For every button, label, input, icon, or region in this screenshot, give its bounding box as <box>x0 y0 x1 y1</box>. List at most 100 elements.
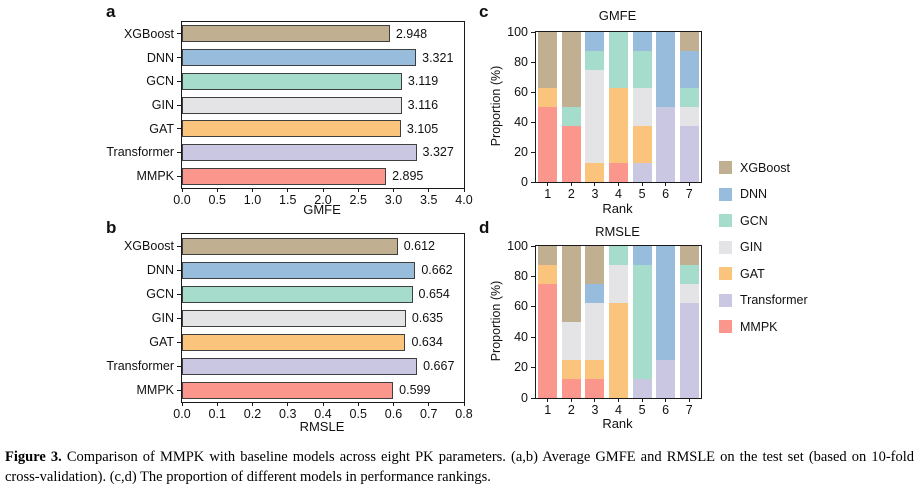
segment-transformer-rank5 <box>632 163 652 182</box>
x-tickmark <box>357 402 359 406</box>
segment-mmpk-rank1 <box>538 284 558 398</box>
segment-mmpk-rank2 <box>561 125 581 182</box>
bar-transformer <box>182 357 418 375</box>
segment-dnn-rank6 <box>656 246 676 360</box>
x-tick-label: 3.0 <box>384 193 403 207</box>
x-tickmark <box>547 182 549 186</box>
bar-value-label: 3.321 <box>422 50 454 65</box>
y-tick-label: 60 <box>514 299 528 314</box>
bar-value-label: 0.634 <box>411 335 443 349</box>
x-tickmark <box>181 188 183 192</box>
x-tick-label: 0.6 <box>384 407 403 421</box>
segment-gcn-rank2 <box>561 107 581 126</box>
x-tick-label: 1.5 <box>279 193 297 207</box>
x-tick-label: 0.8 <box>455 407 473 421</box>
segment-gcn-rank5 <box>632 265 652 379</box>
rank-tick-label: 3 <box>591 403 599 417</box>
rank-tick-label: 4 <box>615 403 622 417</box>
segment-gcn-rank5 <box>632 50 652 89</box>
bar-value-label: 3.119 <box>407 74 439 89</box>
category-label: DNN <box>146 263 174 277</box>
y-tickmark <box>531 367 535 369</box>
legend-swatch-xgboost <box>719 161 732 174</box>
panel-d-letter: d <box>479 218 490 237</box>
legend-swatch-gcn <box>719 214 732 227</box>
category-label: DNN <box>146 50 174 65</box>
panel-c-ylabel: Proportion (%) <box>489 65 503 147</box>
y-tickmark <box>177 389 181 391</box>
segment-gcn-rank7 <box>679 265 699 284</box>
bar-gat <box>182 333 406 351</box>
x-tick-label: 0.0 <box>173 407 191 421</box>
segment-mmpk-rank3 <box>585 379 605 398</box>
segment-gin-rank3 <box>585 69 605 164</box>
bar-value-label: 0.662 <box>421 263 453 277</box>
rank-tick-label: 6 <box>662 187 670 201</box>
x-tickmark <box>618 182 619 186</box>
legend-label-transformer: Transformer <box>740 293 808 307</box>
segment-gcn-rank7 <box>679 88 699 107</box>
legend-label-mmpk: MMPK <box>740 319 778 334</box>
caption-text: Comparison of MMPK with baseline models … <box>5 449 915 486</box>
x-tickmark <box>181 402 183 406</box>
y-tick-label: 100 <box>507 238 528 253</box>
segment-dnn-rank5 <box>632 32 652 51</box>
x-tickmark <box>287 402 289 406</box>
y-tick-label: 40 <box>514 329 528 344</box>
y-tickmark <box>177 151 181 153</box>
x-tickmark <box>287 188 289 192</box>
segment-mmpk-rank2 <box>561 379 581 398</box>
y-tickmark <box>177 269 181 271</box>
rank-tick-label: 7 <box>685 403 693 417</box>
segment-xgboost-rank2 <box>561 246 581 322</box>
bar-dnn <box>182 261 416 279</box>
category-label: GIN <box>151 98 174 112</box>
category-label: GCN <box>146 74 174 89</box>
y-tick-label: 0 <box>521 390 528 405</box>
segment-transformer-rank7 <box>679 125 699 182</box>
rank-tick-label: 2 <box>567 403 575 417</box>
segment-dnn-rank3 <box>585 284 605 303</box>
x-tickmark <box>393 188 394 192</box>
bar-mmpk <box>182 381 394 399</box>
y-tickmark <box>531 275 535 277</box>
y-tickmark <box>531 91 535 93</box>
category-label: XGBoost <box>123 239 174 253</box>
segment-gat-rank1 <box>538 88 558 107</box>
x-tick-label: 0.0 <box>173 193 191 207</box>
y-tickmark <box>531 61 535 63</box>
x-tickmark <box>665 398 667 402</box>
x-tickmark <box>393 402 394 406</box>
x-tickmark <box>216 188 218 192</box>
panel-c-letter: c <box>479 2 489 21</box>
segment-gat-rank3 <box>585 163 605 182</box>
y-tick-label: 20 <box>514 360 528 375</box>
y-tickmark <box>531 306 535 308</box>
segment-gat-rank3 <box>585 360 605 379</box>
y-tickmark <box>177 57 181 59</box>
x-tickmark <box>641 398 643 402</box>
category-label: MMPK <box>136 169 175 184</box>
segment-xgboost-rank1 <box>538 246 558 265</box>
segment-gcn-rank4 <box>609 32 628 89</box>
x-tickmark <box>618 398 619 402</box>
bar-gat <box>182 120 401 138</box>
bar-dnn <box>182 49 417 67</box>
segment-mmpk-rank1 <box>538 107 558 182</box>
y-tickmark <box>177 175 181 177</box>
x-tick-label: 0.1 <box>208 407 226 421</box>
legend-swatch-transformer <box>719 293 732 307</box>
rank-tick-label: 5 <box>638 403 646 417</box>
segment-dnn-rank3 <box>585 32 605 51</box>
x-tick-label: 0.2 <box>243 407 262 421</box>
bar-value-label: 3.116 <box>407 98 439 112</box>
x-tickmark <box>463 402 465 406</box>
y-tickmark <box>177 128 181 130</box>
segment-gat-rank1 <box>538 265 558 284</box>
caption-label: Figure 3. <box>5 449 62 465</box>
legend-swatch-mmpk <box>719 320 732 333</box>
x-tick-label: 3.5 <box>420 193 438 207</box>
segment-xgboost-rank3 <box>585 246 605 284</box>
x-tickmark <box>641 182 643 186</box>
